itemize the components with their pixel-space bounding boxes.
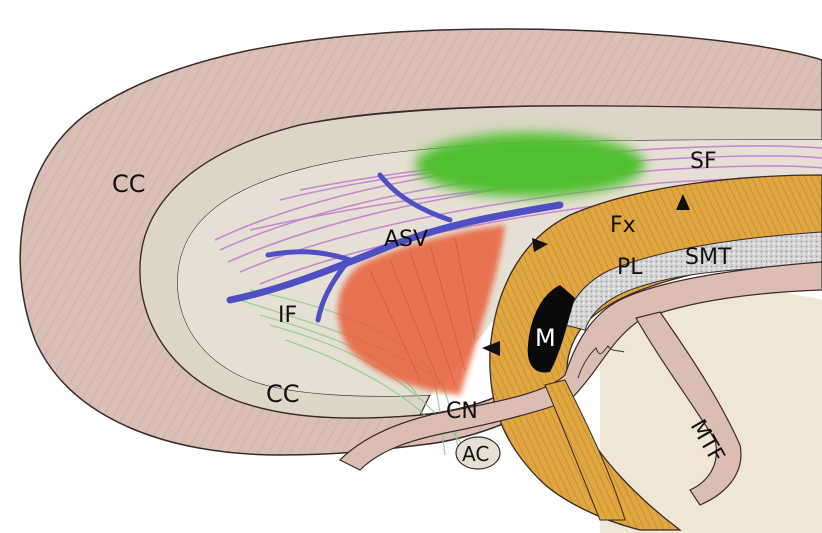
label-if: IF	[278, 303, 297, 328]
red-striations	[369, 237, 476, 386]
fornix-column	[544, 379, 626, 521]
arrowhead-cn	[482, 341, 500, 356]
label-asv: ASV	[384, 227, 428, 252]
anterior-septal-vein	[226, 172, 564, 323]
arrowhead-fx	[532, 238, 548, 252]
label-cc-upper: CC	[112, 170, 146, 198]
green-region	[415, 133, 645, 197]
artist-signature	[577, 345, 625, 379]
label-m: M	[535, 324, 556, 352]
stria-medullaris-band	[338, 261, 822, 471]
label-smt: SMT	[685, 245, 732, 270]
red-region	[337, 225, 505, 395]
anterior-commissure	[455, 436, 501, 470]
label-ac: AC	[462, 442, 489, 466]
foramen-monro	[527, 285, 575, 373]
mammillothalamic-tract	[635, 311, 742, 506]
label-fx: Fx	[610, 213, 636, 238]
label-sf: SF	[690, 149, 717, 174]
label-cc-lower: CC	[266, 380, 300, 408]
label-pl: PL	[617, 255, 643, 280]
arrowhead-sf	[676, 194, 690, 210]
label-cn: CN	[446, 399, 478, 424]
